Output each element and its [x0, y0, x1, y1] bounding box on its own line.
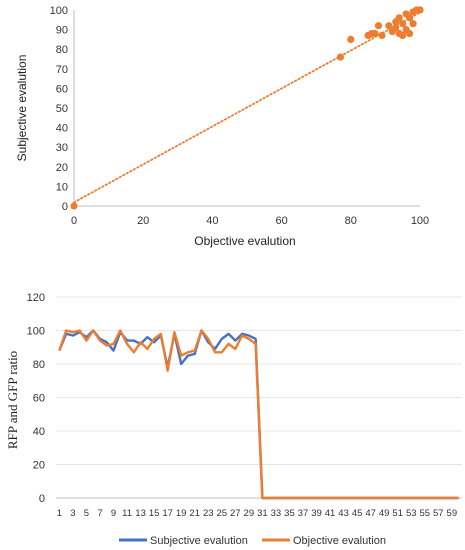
line-x-tick-label: 43: [338, 508, 349, 519]
legend-label-objective: Objective evalution: [293, 535, 386, 547]
line-y-tick-label: 20: [33, 460, 45, 472]
line-x-tick-label: 31: [257, 508, 268, 519]
scatter-point: [336, 53, 345, 61]
scatter-point: [406, 14, 414, 22]
scatter-point: [371, 29, 379, 38]
scatter-y-tick-label: 70: [56, 64, 68, 76]
scatter-y-tick-label: 30: [56, 142, 68, 154]
scatter-point: [385, 22, 393, 30]
line-x-tick-label: 59: [447, 508, 458, 519]
scatter-y-tick-label: 40: [56, 123, 68, 135]
line-x-tick-label: 15: [149, 508, 160, 519]
line-x-tick-label: 29: [244, 508, 255, 519]
scatter-y-tick-label: 0: [62, 201, 68, 213]
line-x-tick-label: 19: [176, 508, 187, 519]
scatter-point: [70, 202, 78, 210]
scatter-chart: 0 10 20 30 40 50 60 70 80 90 100 0 20 40 60 80 100 Objec…: [15, 5, 429, 248]
line-x-tick-label: 45: [352, 508, 363, 519]
line-y-axis-title: RFP and GFP ratio: [5, 351, 20, 449]
line-y-tick-label: 40: [33, 426, 45, 438]
scatter-point: [374, 22, 383, 30]
line-y-tick-label: 80: [33, 359, 45, 371]
scatter-points: [70, 6, 424, 210]
line-legend: Subjective evalution Objective evalution: [119, 535, 386, 547]
line-y-tick-label: 120: [27, 292, 45, 304]
scatter-point: [406, 29, 414, 38]
line-x-tick-label: 3: [70, 508, 75, 519]
scatter-point: [409, 20, 417, 28]
line-x-tick-label: 23: [203, 508, 214, 519]
line-y-tick-label: 100: [27, 326, 45, 338]
scatter-y-tick-label: 80: [56, 44, 68, 56]
line-x-tick-label: 7: [97, 508, 102, 519]
line-gridlines: [56, 296, 462, 465]
scatter-y-axis-title: Subjective evalution: [15, 55, 29, 162]
line-x-tick-label: 25: [216, 508, 227, 519]
scatter-y-tick-label: 10: [56, 181, 68, 193]
line-x-tick-label: 47: [365, 508, 376, 519]
scatter-point: [416, 6, 424, 14]
line-x-tick-label: 49: [379, 508, 390, 519]
line-x-tick-label: 13: [135, 508, 146, 519]
scatter-point: [347, 35, 355, 44]
scatter-y-tick-label: 50: [56, 103, 68, 115]
scatter-point: [399, 31, 407, 40]
scatter-x-tick-label: 0: [71, 215, 77, 227]
scatter-y-tick-label: 20: [56, 162, 68, 174]
line-x-tick-label: 55: [419, 508, 430, 519]
scatter-point: [399, 20, 407, 28]
line-x-tick-label: 37: [298, 508, 309, 519]
scatter-point: [395, 14, 403, 22]
line-x-tick-label: 11: [122, 508, 132, 519]
scatter-y-tick-label: 100: [50, 5, 68, 17]
line-x-tick-label: 27: [230, 508, 241, 519]
legend-label-subjective: Subjective evalution: [150, 535, 248, 547]
scatter-point: [378, 31, 386, 40]
line-x-tick-label: 17: [162, 508, 173, 519]
scatter-x-axis-title: Objective evalution: [194, 234, 295, 248]
line-x-tick-label: 57: [433, 508, 444, 519]
scatter-x-tick-label: 100: [411, 215, 429, 227]
scatter-x-tick-label: 40: [206, 215, 218, 227]
scatter-point: [392, 24, 400, 32]
line-y-tick-label: 0: [39, 493, 45, 505]
line-x-tick-label: 53: [406, 508, 417, 519]
line-y-tick-label: 60: [33, 393, 45, 405]
scatter-x-tick-label: 80: [345, 215, 357, 227]
scatter-y-tick-label: 60: [56, 83, 68, 95]
line-series-group: [58, 329, 459, 500]
line-x-tick-label: 9: [111, 508, 116, 519]
line-x-tick-label: 39: [311, 508, 322, 519]
scatter-y-tick-label: 90: [56, 25, 68, 37]
line-series-objective: [58, 329, 459, 500]
scatter-x-tick-label: 60: [275, 215, 287, 227]
line-x-tick-label: 33: [271, 508, 282, 519]
line-x-tick-label: 1: [57, 508, 62, 519]
line-x-tick-label: 51: [392, 508, 403, 519]
line-x-tick-label: 35: [284, 508, 295, 519]
scatter-trendline: [73, 11, 421, 204]
scatter-x-tick-label: 20: [137, 215, 149, 227]
scatter-axes: 0 10 20 30 40 50 60 70 80 90 100 0 20 40 60 80 100: [50, 5, 430, 227]
line-x-tick-label: 41: [325, 508, 336, 519]
line-x-tick-label: 21: [189, 508, 200, 519]
scatter-trendline-path: [73, 11, 421, 204]
line-x-tick-label: 5: [84, 508, 89, 519]
